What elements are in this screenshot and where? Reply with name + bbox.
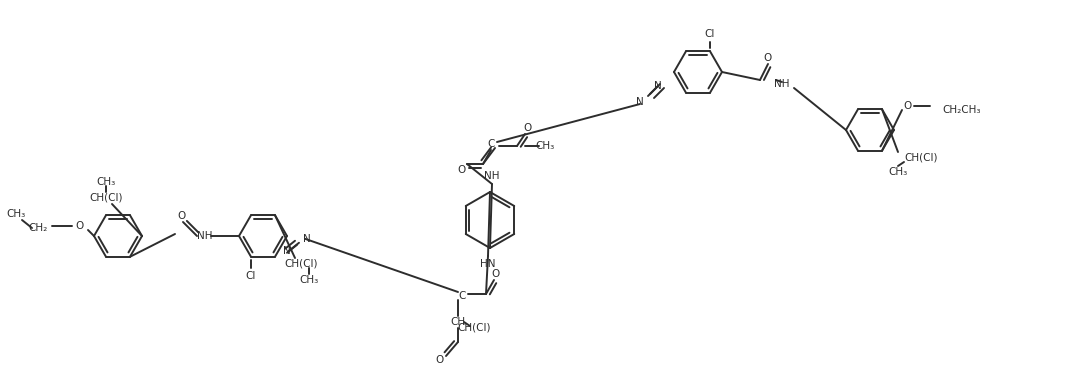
Text: CH₃: CH₃ <box>299 275 318 285</box>
Text: O: O <box>436 355 445 365</box>
Text: N: N <box>283 246 290 256</box>
Text: CH(Cl): CH(Cl) <box>457 323 491 333</box>
Text: CH(Cl): CH(Cl) <box>90 193 123 203</box>
Text: CH: CH <box>450 317 465 327</box>
Text: CH₃: CH₃ <box>6 209 26 219</box>
Text: O: O <box>904 101 912 111</box>
Text: O: O <box>76 221 84 231</box>
Text: O: O <box>456 165 465 175</box>
Text: O: O <box>523 123 531 133</box>
Text: CH₃: CH₃ <box>888 167 907 177</box>
Text: CH(Cl): CH(Cl) <box>904 153 938 163</box>
Text: N: N <box>303 234 311 244</box>
Text: CH₃: CH₃ <box>535 141 555 151</box>
Text: CH₃: CH₃ <box>96 177 115 187</box>
Text: NH: NH <box>775 79 790 89</box>
Text: C: C <box>459 291 466 301</box>
Text: NH: NH <box>484 171 500 181</box>
Text: Cl: Cl <box>705 29 715 39</box>
Text: HN: HN <box>480 259 495 269</box>
Text: C: C <box>488 139 494 149</box>
Text: O: O <box>177 211 186 221</box>
Text: NH: NH <box>197 231 213 241</box>
Text: N: N <box>654 81 663 91</box>
Text: N: N <box>637 97 644 107</box>
Text: CH(Cl): CH(Cl) <box>284 259 317 269</box>
Text: O: O <box>764 53 773 63</box>
Text: CH₂CH₃: CH₂CH₃ <box>942 105 981 115</box>
Text: Cl: Cl <box>246 271 256 281</box>
Text: CH₂: CH₂ <box>28 223 47 233</box>
Text: O: O <box>492 269 501 279</box>
